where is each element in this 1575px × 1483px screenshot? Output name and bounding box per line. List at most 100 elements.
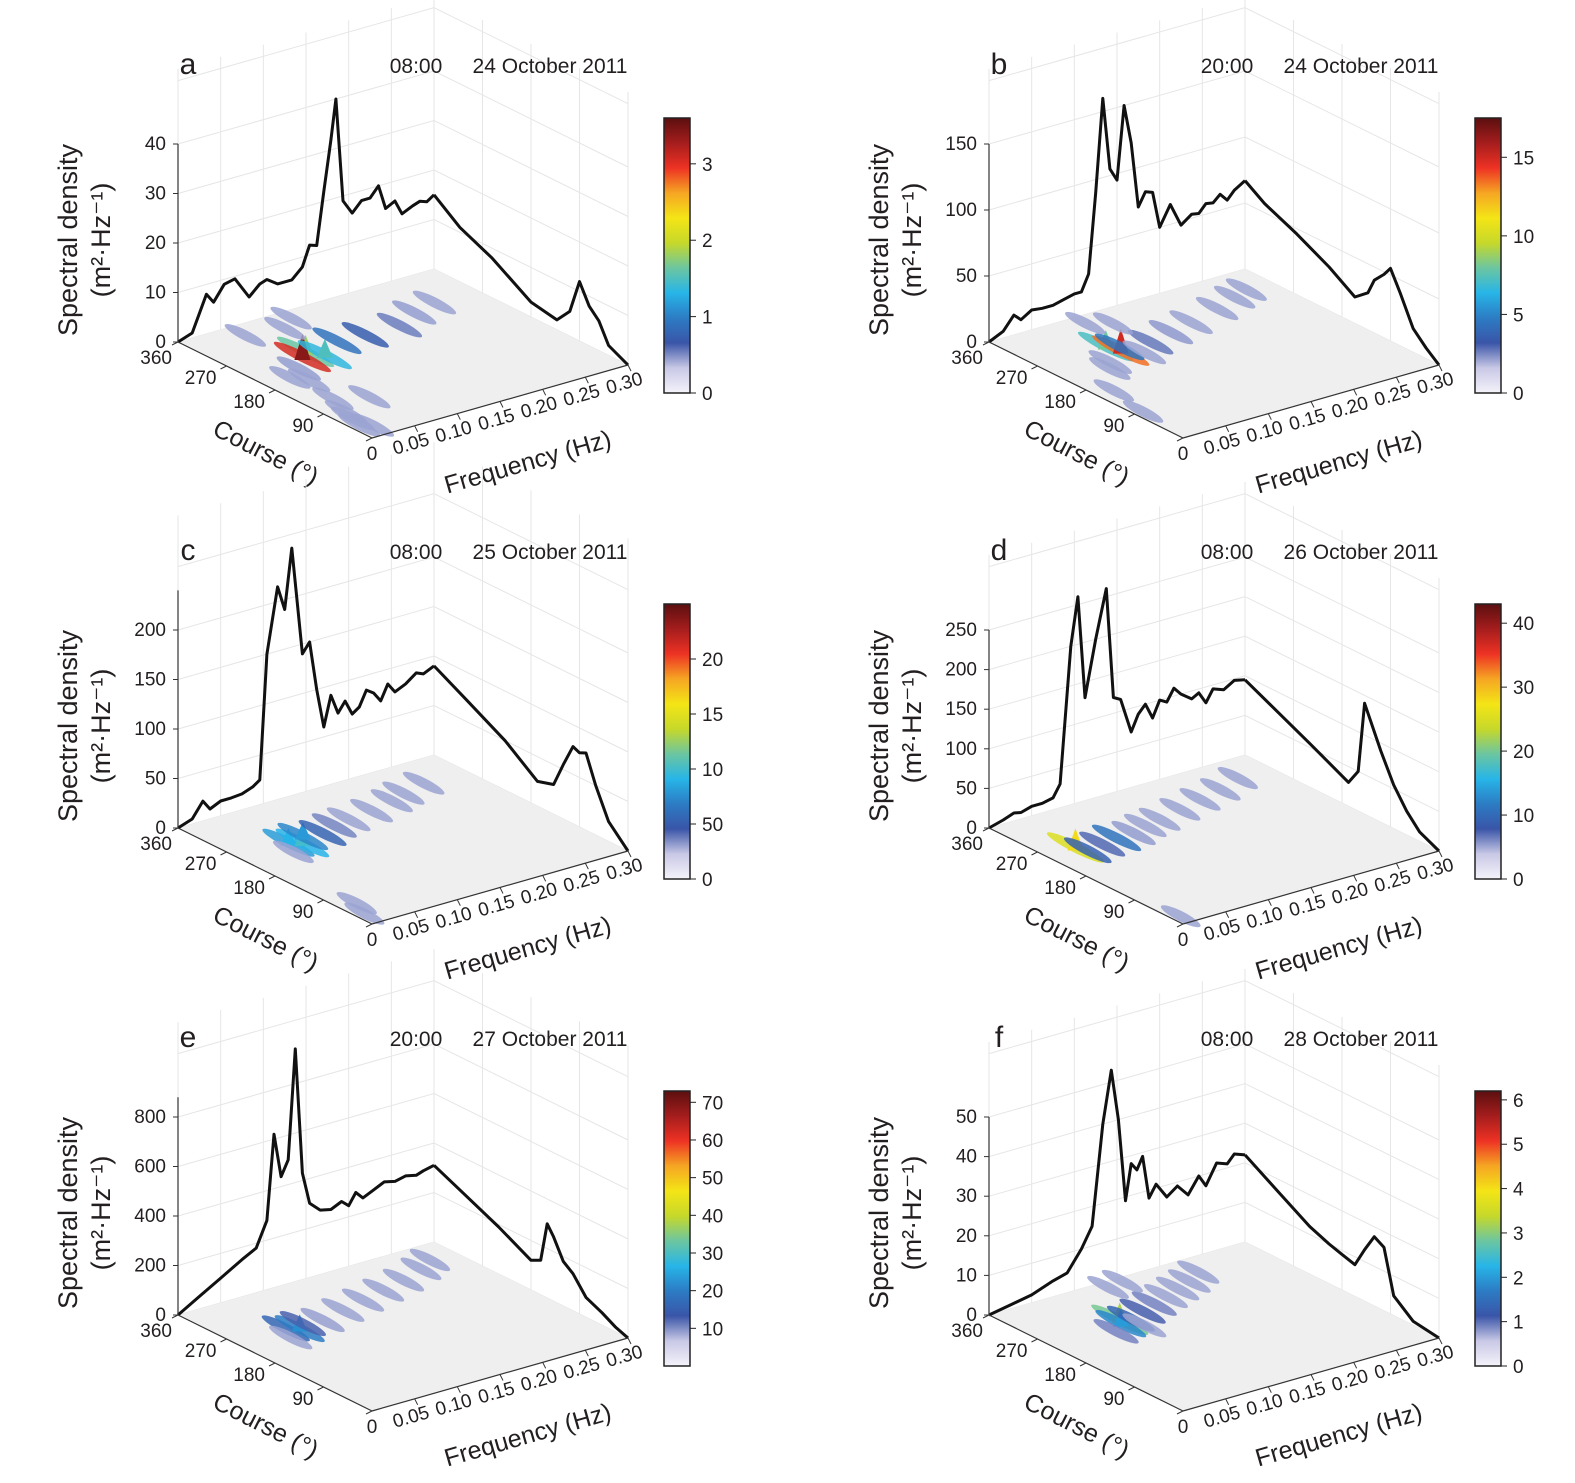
course-tick-label: 180 <box>233 392 265 413</box>
spectrum-patches <box>261 1248 451 1350</box>
panel-date: 28 October 2011 <box>1284 1028 1439 1051</box>
spectrum-patch <box>279 1310 326 1337</box>
spectrum-patch <box>1217 766 1258 790</box>
frequency-tick-label: 0.10 <box>1244 417 1285 447</box>
course-tick-mark <box>268 1362 276 1367</box>
colorbar: 0 1 2 3 4 5 6 <box>1474 1090 1524 1378</box>
colorbar-tick-label: 15 <box>1513 148 1534 169</box>
colorbar-tick-label: 5 <box>1513 305 1524 326</box>
frequency-tick-label: 0.05 <box>390 915 431 945</box>
colorbar-tick-label: 3 <box>702 155 713 176</box>
spectrum-patch <box>402 771 445 795</box>
grid-line-horizontal <box>177 704 629 802</box>
frequency-tick-mark <box>456 899 461 906</box>
colorbar-bar <box>1474 603 1502 880</box>
grid-line-horizontal <box>988 675 1440 773</box>
grid-line-horizontal <box>988 1083 1440 1181</box>
spectrum-patch <box>1101 1269 1143 1293</box>
wall-top-edge <box>988 493 1440 591</box>
colorbar-tick-label: 40 <box>1513 614 1534 635</box>
grid-line-horizontal <box>988 136 1440 234</box>
colorbar-tick-label: 1 <box>1513 1313 1524 1334</box>
z-axis-title: Spectral density <box>864 143 894 336</box>
floor-plane <box>178 1242 628 1411</box>
colorbar-tick-label: 50 <box>702 815 723 836</box>
z-tick-label: 100 <box>134 719 166 740</box>
colorbar-bar <box>663 603 691 880</box>
grid-line-horizontal <box>988 596 1440 694</box>
frequency-tick-label: 0.20 <box>1329 1366 1370 1396</box>
grid-line-horizontal <box>177 218 629 316</box>
course-tick-label: 270 <box>185 368 217 389</box>
frequency-tick-label: 0.30 <box>604 369 645 399</box>
frequency-profile-line <box>432 193 630 367</box>
frequency-tick-mark <box>1225 911 1230 919</box>
frequency-profile-line <box>432 1164 629 1340</box>
course-tick-mark <box>317 413 324 418</box>
spectrum-patch <box>1065 311 1106 335</box>
panel-letter: c <box>181 534 196 567</box>
z-axis-title: Spectral density <box>53 143 83 336</box>
spectrum-patch <box>1177 1260 1220 1284</box>
frequency-tick-mark <box>584 376 589 384</box>
colorbar-tick-label: 10 <box>702 760 723 781</box>
spectrum-patch <box>224 324 267 347</box>
course-tick-label: 270 <box>996 368 1028 389</box>
course-tick-mark <box>1176 1410 1184 1415</box>
frequency-tick-mark <box>499 401 504 408</box>
gridlines <box>988 482 1440 852</box>
course-tick-mark <box>220 851 227 856</box>
colorbar-bar <box>1474 117 1502 394</box>
frequency-tick-label: 0.25 <box>561 867 602 897</box>
spectrum-patch <box>326 807 371 832</box>
z-tick-label: 10 <box>956 1265 977 1286</box>
panel-letter: a <box>180 48 197 81</box>
spectrum-patch <box>362 1278 405 1302</box>
course-profile-line <box>988 587 1246 830</box>
z-axis: 0 10 20 30 40 50 <box>956 1107 990 1326</box>
z-tick-label: 0 <box>155 1305 166 1326</box>
spectrum-patch <box>392 300 437 325</box>
spectrum-patch <box>382 1268 425 1292</box>
course-tick-mark <box>982 341 990 346</box>
z-axis: 0 50 100 150 <box>945 134 990 353</box>
grid-line-horizontal <box>988 635 1440 733</box>
colorbar-tick-label: 0 <box>1513 870 1524 891</box>
floor-plane <box>178 755 628 924</box>
colorbar-tick-label: 10 <box>1513 806 1534 827</box>
frequency-tick-label: 0.15 <box>476 1378 517 1408</box>
spectrum-patch <box>1093 379 1135 402</box>
spectrum-patch <box>311 813 357 838</box>
course-profile-line <box>177 1047 435 1317</box>
colorbar-bar <box>663 117 691 394</box>
grid-line-horizontal <box>177 605 629 703</box>
spectrum-patch <box>264 316 306 340</box>
panel-letter: b <box>991 48 1008 81</box>
colorbar-tick-label: 10 <box>1513 227 1534 248</box>
course-tick-label: 0 <box>367 444 378 465</box>
course-tick-label: 90 <box>1103 902 1124 923</box>
grid-line-horizontal <box>988 202 1440 300</box>
course-tick-mark <box>268 389 276 394</box>
frequency-tick-label: 0.10 <box>433 903 474 933</box>
spectrum-patch <box>1179 788 1221 811</box>
course-tick-label: 180 <box>1044 1365 1076 1386</box>
grid-line-horizontal <box>988 1043 1440 1141</box>
frequency-tick-label: 0.10 <box>433 417 474 447</box>
course-tick-mark <box>1128 899 1135 904</box>
frequency-tick-mark <box>499 1374 504 1381</box>
z-axis-title: Spectral density <box>53 1116 83 1309</box>
frequency-tick-label: 0.30 <box>1415 369 1456 399</box>
frequency-tick-mark <box>1225 425 1230 433</box>
colorbar-tick-label: 1 <box>702 308 713 329</box>
spectrum-patch <box>409 1248 451 1272</box>
course-tick-mark <box>1079 389 1087 394</box>
z-tick-label: 200 <box>134 1256 166 1277</box>
grid-line-horizontal <box>988 1162 1440 1260</box>
floor-plane <box>989 755 1439 924</box>
spectrum-patch <box>376 312 423 338</box>
spectrum-patch <box>270 306 312 330</box>
spectrum-patch <box>1088 350 1133 374</box>
colorbar-tick-label: 4 <box>1513 1180 1524 1201</box>
